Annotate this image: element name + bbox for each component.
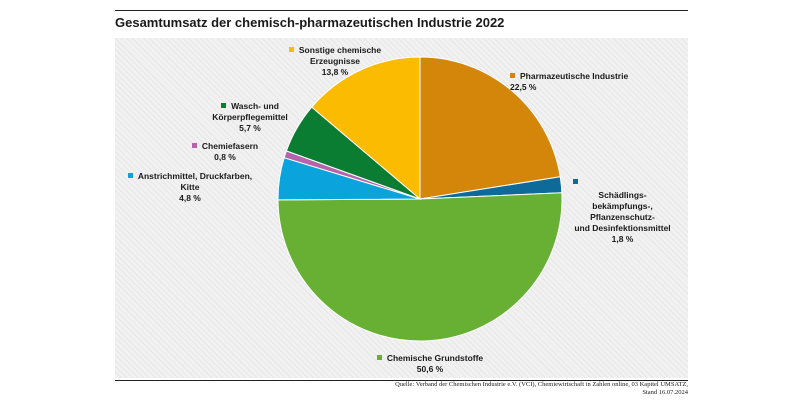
chart-title: Gesamtumsatz der chemisch-pharmazeutisch… <box>115 15 505 30</box>
label-sonstige-erzeugnisse: Sonstige chemische Erzeugnisse 13,8 % <box>280 45 390 78</box>
source-line-1: Quelle: Verband der Chemischen Industrie… <box>395 381 688 388</box>
label-chemiefasern: Chemiefasern 0,8 % <box>175 141 275 163</box>
label-schaedlingsbekaempfung: Schädlings- bekämpfungs-, Pflanzenschutz… <box>555 177 690 245</box>
label-pharmazeutische-industrie: Pharmazeutische Industrie 22,5 % <box>510 71 628 93</box>
slice-value: 0,8 % <box>214 152 236 162</box>
legend-marker-icon <box>573 179 578 184</box>
pie-slice-6 <box>311 56 421 201</box>
label-wasch-koerperpflegemittel: Wasch- und Körperpflegemittel 5,7 % <box>195 101 305 134</box>
slice-value: 13,8 % <box>321 67 349 77</box>
pie-slice-2 <box>277 192 563 342</box>
bottom-rule <box>115 380 688 381</box>
legend-marker-icon <box>127 173 133 178</box>
legend-marker-icon <box>510 73 515 78</box>
pie-chart <box>277 56 563 342</box>
source-line-2: Stand 16.07.2024 <box>642 389 688 396</box>
slice-name: Sonstige chemische Erzeugnisse <box>298 45 382 66</box>
legend-marker-icon <box>288 47 294 52</box>
pie-slice-0 <box>419 56 561 200</box>
slice-name: Anstrichmittel, Druckfarben, Kitte <box>137 171 253 192</box>
legend-marker-icon <box>376 355 382 360</box>
legend-marker-icon <box>191 143 197 148</box>
slice-value: 4,8 % <box>179 193 201 203</box>
slice-name: Wasch- und Körperpflegemittel <box>212 101 288 122</box>
slice-name: Chemiefasern <box>201 141 259 151</box>
label-chemische-grundstoffe: Chemische Grundstoffe 50,6 % <box>355 353 505 375</box>
top-rule <box>115 10 688 11</box>
plot-area: Pharmazeutische Industrie 22,5 % Schädli… <box>115 38 688 378</box>
slice-name: Pharmazeutische Industrie <box>520 71 629 81</box>
source-note: Quelle: Verband der Chemischen Industrie… <box>395 381 688 397</box>
slice-name: Schädlings- bekämpfungs-, Pflanzenschutz… <box>574 190 671 233</box>
slice-value: 5,7 % <box>239 123 261 133</box>
slice-name: Chemische Grundstoffe <box>386 353 484 363</box>
slice-value: 50,6 % <box>416 364 444 374</box>
slice-value: 1,8 % <box>611 234 634 244</box>
label-anstrichmittel: Anstrichmittel, Druckfarben, Kitte 4,8 % <box>120 171 260 204</box>
slice-value: 22,5 % <box>510 82 537 92</box>
legend-marker-icon <box>221 103 227 108</box>
